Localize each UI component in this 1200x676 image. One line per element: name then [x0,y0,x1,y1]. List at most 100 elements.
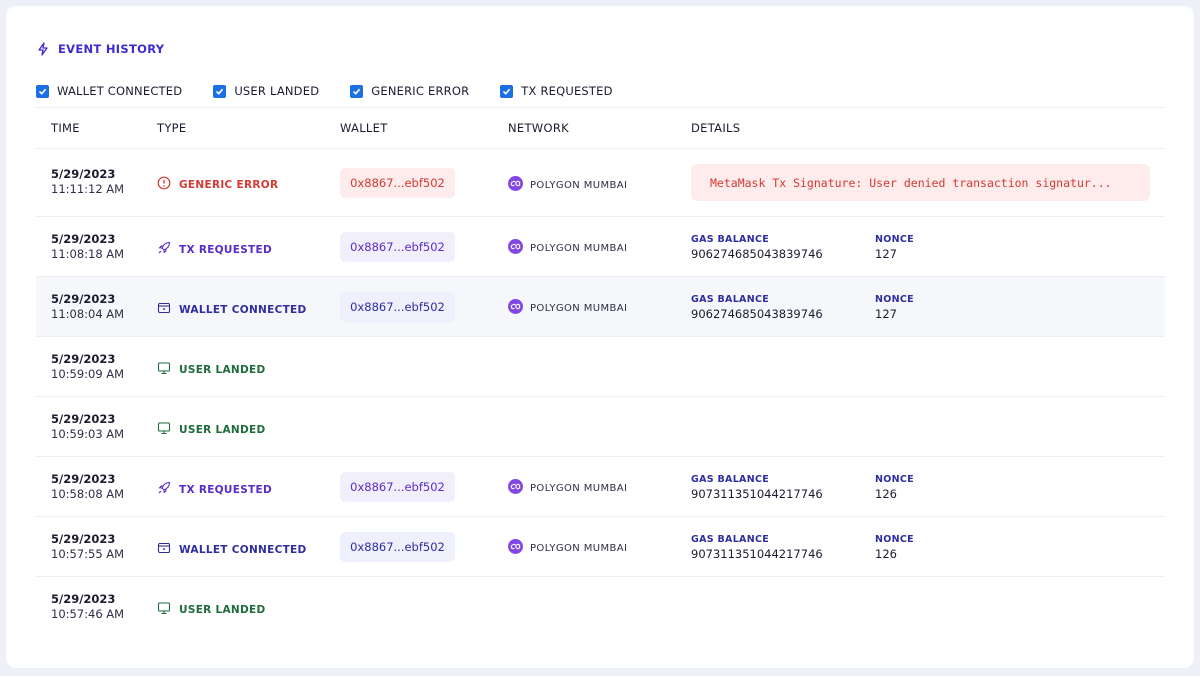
event-table: TIME TYPE WALLET NETWORK DETAILS 5/29/20… [36,107,1165,637]
gas-balance-label: GAS BALANCE [691,474,770,485]
network-cell: POLYGON MUMBAI [508,539,627,558]
event-date: 5/29/2023 [51,532,116,546]
rocket-icon [157,480,171,499]
event-type-label: USER LANDED [179,423,266,436]
wallet-address-chip[interactable]: 0x8867...ebf502 [340,292,455,322]
nonce-cell: NONCE 127 [875,293,914,322]
event-date: 5/29/2023 [51,167,116,181]
event-history-card: EVENT HISTORY WALLET CONNECTED USER LAND… [6,6,1194,668]
wallet-icon [157,540,171,559]
wallet-address-chip[interactable]: 0x8867...ebf502 [340,168,455,198]
event-clock: 11:08:04 AM [51,307,125,321]
checkbox-checked-icon[interactable] [350,84,364,98]
lightning-icon [36,42,50,56]
polygon-icon [508,299,523,318]
table-row[interactable]: 5/29/2023 10:59:09 AM USER LANDED [36,337,1165,397]
filter-label: GENERIC ERROR [371,84,470,98]
event-date: 5/29/2023 [51,472,116,486]
table-row[interactable]: 5/29/2023 11:08:18 AM TX REQUESTED 0x886… [36,217,1165,277]
nonce-value: 126 [875,547,897,561]
monitor-icon [157,600,171,619]
event-time: 5/29/2023 10:57:46 AM [51,592,124,622]
event-type: WALLET CONNECTED [157,540,307,559]
column-header-wallet[interactable]: WALLET [340,121,388,135]
checkbox-checked-icon[interactable] [213,84,227,98]
column-header-time[interactable]: TIME [51,121,80,135]
checkbox-checked-icon[interactable] [36,84,49,98]
column-header-type[interactable]: TYPE [157,121,187,135]
table-row[interactable]: 5/29/2023 11:11:12 AM GENERIC ERROR 0x88… [36,149,1165,217]
wallet-address-chip[interactable]: 0x8867...ebf502 [340,232,455,262]
event-time: 5/29/2023 11:08:04 AM [51,292,124,322]
network-cell: POLYGON MUMBAI [508,239,627,258]
event-history-header: EVENT HISTORY [36,42,164,56]
event-time: 5/29/2023 11:08:18 AM [51,232,124,262]
event-type-label: USER LANDED [179,603,266,616]
event-type-label: USER LANDED [179,363,266,376]
rocket-icon [157,240,171,259]
wallet-address-chip[interactable]: 0x8867...ebf502 [340,472,455,502]
event-clock: 10:57:55 AM [51,547,125,561]
event-time: 5/29/2023 10:58:08 AM [51,472,124,502]
monitor-icon [157,360,171,379]
wallet-address-chip[interactable]: 0x8867...ebf502 [340,532,455,562]
column-header-details[interactable]: DETAILS [691,121,741,135]
nonce-value: 127 [875,307,897,321]
nonce-label: NONCE [875,234,914,245]
nonce-cell: NONCE 127 [875,233,914,262]
network-label: POLYGON MUMBAI [530,303,628,314]
filter-label: WALLET CONNECTED [57,84,183,98]
nonce-cell: NONCE 126 [875,533,914,562]
event-type: TX REQUESTED [157,480,272,499]
event-type: GENERIC ERROR [157,175,278,194]
event-clock: 11:11:12 AM [51,182,125,196]
network-label: POLYGON MUMBAI [530,543,628,554]
gas-balance-value: 906274685043839746 [691,247,823,261]
event-date: 5/29/2023 [51,592,116,606]
filter-user-landed[interactable]: USER LANDED [213,84,319,98]
nonce-value: 126 [875,487,897,501]
table-header: TIME TYPE WALLET NETWORK DETAILS [36,107,1165,149]
alert-circle-icon [157,175,171,194]
network-label: POLYGON MUMBAI [530,180,628,191]
network-cell: POLYGON MUMBAI [508,479,627,498]
filter-generic-error[interactable]: GENERIC ERROR [350,84,469,98]
event-clock: 10:59:03 AM [51,427,125,441]
event-type-filters: WALLET CONNECTED USER LANDED GENERIC ERR… [36,81,644,101]
event-clock: 10:58:08 AM [51,487,125,501]
event-date: 5/29/2023 [51,292,116,306]
network-cell: POLYGON MUMBAI [508,176,627,195]
polygon-icon [508,176,523,195]
gas-balance-cell: GAS BALANCE 907311351044217746 [691,473,823,502]
network-cell: POLYGON MUMBAI [508,299,627,318]
event-clock: 11:08:18 AM [51,247,125,261]
filter-wallet-connected[interactable]: WALLET CONNECTED [36,84,182,98]
table-row[interactable]: 5/29/2023 10:57:46 AM USER LANDED [36,577,1165,637]
event-time: 5/29/2023 11:11:12 AM [51,167,124,197]
table-row[interactable]: 5/29/2023 10:58:08 AM TX REQUESTED 0x886… [36,457,1165,517]
filter-label: TX REQUESTED [521,84,613,98]
gas-balance-label: GAS BALANCE [691,294,770,305]
event-time: 5/29/2023 10:59:03 AM [51,412,124,442]
table-row[interactable]: 5/29/2023 11:08:04 AM WALLET CONNECTED 0… [36,277,1165,337]
column-header-network[interactable]: NETWORK [508,121,569,135]
network-label: POLYGON MUMBAI [530,483,628,494]
event-type-label: GENERIC ERROR [179,178,279,191]
table-row[interactable]: 5/29/2023 10:59:03 AM USER LANDED [36,397,1165,457]
event-time: 5/29/2023 10:59:09 AM [51,352,124,382]
error-message: MetaMask Tx Signature: User denied trans… [691,164,1150,201]
event-type-label: TX REQUESTED [179,483,273,496]
gas-balance-label: GAS BALANCE [691,234,770,245]
nonce-value: 127 [875,247,897,261]
nonce-cell: NONCE 126 [875,473,914,502]
nonce-label: NONCE [875,534,914,545]
gas-balance-value: 906274685043839746 [691,307,823,321]
gas-balance-value: 907311351044217746 [691,487,823,501]
filter-tx-requested[interactable]: TX REQUESTED [500,84,612,98]
table-row[interactable]: 5/29/2023 10:57:55 AM WALLET CONNECTED 0… [36,517,1165,577]
nonce-label: NONCE [875,474,914,485]
gas-balance-cell: GAS BALANCE 906274685043839746 [691,233,823,262]
checkbox-checked-icon[interactable] [500,84,514,98]
event-date: 5/29/2023 [51,412,116,426]
gas-balance-label: GAS BALANCE [691,534,770,545]
